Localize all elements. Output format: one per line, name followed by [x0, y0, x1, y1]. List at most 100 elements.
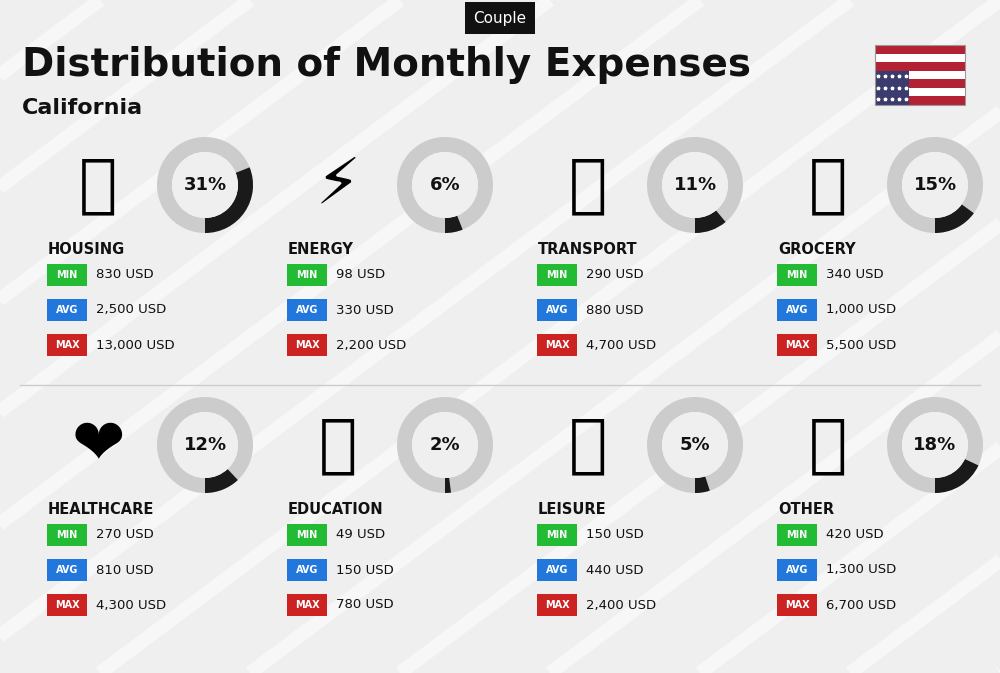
Circle shape [902, 412, 968, 478]
Text: 5%: 5% [680, 436, 710, 454]
Text: MAX: MAX [785, 600, 809, 610]
Wedge shape [205, 469, 238, 493]
Text: ❤: ❤ [71, 414, 125, 476]
Wedge shape [397, 397, 493, 493]
Wedge shape [205, 168, 253, 233]
FancyBboxPatch shape [537, 264, 577, 286]
Text: 5,500 USD: 5,500 USD [826, 339, 896, 351]
FancyBboxPatch shape [777, 559, 817, 581]
Text: 440 USD: 440 USD [586, 563, 644, 577]
Wedge shape [445, 215, 463, 233]
FancyBboxPatch shape [47, 299, 87, 321]
Bar [875, 62, 965, 71]
FancyBboxPatch shape [537, 594, 577, 616]
Text: 🎓: 🎓 [319, 414, 357, 476]
Text: 150 USD: 150 USD [336, 563, 394, 577]
Text: Distribution of Monthly Expenses: Distribution of Monthly Expenses [22, 46, 751, 84]
Text: MAX: MAX [295, 600, 319, 610]
Circle shape [412, 412, 478, 478]
Text: AVG: AVG [56, 305, 78, 315]
Circle shape [902, 152, 968, 218]
Text: MIN: MIN [296, 270, 318, 280]
Circle shape [662, 152, 728, 218]
Text: OTHER: OTHER [778, 503, 834, 518]
Wedge shape [695, 211, 726, 233]
Text: MAX: MAX [55, 340, 79, 350]
Bar [875, 96, 965, 105]
FancyBboxPatch shape [287, 334, 327, 356]
Circle shape [412, 152, 478, 218]
FancyBboxPatch shape [287, 594, 327, 616]
Text: 98 USD: 98 USD [336, 269, 385, 281]
Wedge shape [647, 137, 743, 233]
Text: MIN: MIN [56, 270, 78, 280]
Text: LEISURE: LEISURE [538, 503, 607, 518]
Text: HEALTHCARE: HEALTHCARE [48, 503, 154, 518]
Text: AVG: AVG [296, 565, 318, 575]
FancyBboxPatch shape [777, 264, 817, 286]
FancyBboxPatch shape [777, 299, 817, 321]
Text: MIN: MIN [546, 270, 568, 280]
Circle shape [662, 412, 728, 478]
Text: MIN: MIN [786, 530, 808, 540]
Text: EDUCATION: EDUCATION [288, 503, 384, 518]
Text: 290 USD: 290 USD [586, 269, 644, 281]
FancyBboxPatch shape [537, 559, 577, 581]
FancyBboxPatch shape [47, 264, 87, 286]
Text: 420 USD: 420 USD [826, 528, 884, 542]
Text: MIN: MIN [786, 270, 808, 280]
FancyBboxPatch shape [777, 524, 817, 546]
Text: 1,300 USD: 1,300 USD [826, 563, 896, 577]
Text: GROCERY: GROCERY [778, 242, 856, 258]
Bar [875, 88, 965, 96]
Text: 330 USD: 330 USD [336, 304, 394, 316]
Text: HOUSING: HOUSING [48, 242, 125, 258]
Wedge shape [887, 137, 983, 233]
Text: AVG: AVG [296, 305, 318, 315]
Bar [875, 79, 965, 88]
Text: MAX: MAX [55, 600, 79, 610]
Text: 12%: 12% [183, 436, 227, 454]
Text: 6%: 6% [430, 176, 460, 194]
Text: California: California [22, 98, 143, 118]
Text: 2%: 2% [430, 436, 460, 454]
Text: AVG: AVG [56, 565, 78, 575]
Text: Couple: Couple [473, 11, 527, 26]
Text: MIN: MIN [296, 530, 318, 540]
Text: ⚡: ⚡ [316, 154, 360, 216]
Text: 15%: 15% [913, 176, 957, 194]
Text: 1,000 USD: 1,000 USD [826, 304, 896, 316]
Text: 31%: 31% [183, 176, 227, 194]
Text: 2,400 USD: 2,400 USD [586, 598, 656, 612]
Wedge shape [935, 205, 974, 233]
Wedge shape [157, 137, 253, 233]
Text: 830 USD: 830 USD [96, 269, 154, 281]
Text: 150 USD: 150 USD [586, 528, 644, 542]
Text: MAX: MAX [295, 340, 319, 350]
Circle shape [172, 152, 238, 218]
Text: 4,700 USD: 4,700 USD [586, 339, 656, 351]
Wedge shape [397, 137, 493, 233]
FancyBboxPatch shape [47, 559, 87, 581]
Text: 18%: 18% [913, 436, 957, 454]
FancyBboxPatch shape [537, 334, 577, 356]
Text: 🛍: 🛍 [569, 414, 607, 476]
FancyBboxPatch shape [777, 334, 817, 356]
Text: 🏗: 🏗 [79, 154, 117, 216]
Text: 340 USD: 340 USD [826, 269, 884, 281]
Text: 2,200 USD: 2,200 USD [336, 339, 406, 351]
Text: 11%: 11% [673, 176, 717, 194]
Text: 13,000 USD: 13,000 USD [96, 339, 175, 351]
Text: 2,500 USD: 2,500 USD [96, 304, 166, 316]
FancyBboxPatch shape [537, 299, 577, 321]
Text: AVG: AVG [546, 305, 568, 315]
Bar [875, 71, 909, 105]
Text: AVG: AVG [786, 305, 808, 315]
Wedge shape [887, 397, 983, 493]
Wedge shape [695, 476, 710, 493]
Bar [875, 45, 965, 105]
Text: 49 USD: 49 USD [336, 528, 385, 542]
Wedge shape [647, 397, 743, 493]
Text: 270 USD: 270 USD [96, 528, 154, 542]
Text: MAX: MAX [785, 340, 809, 350]
